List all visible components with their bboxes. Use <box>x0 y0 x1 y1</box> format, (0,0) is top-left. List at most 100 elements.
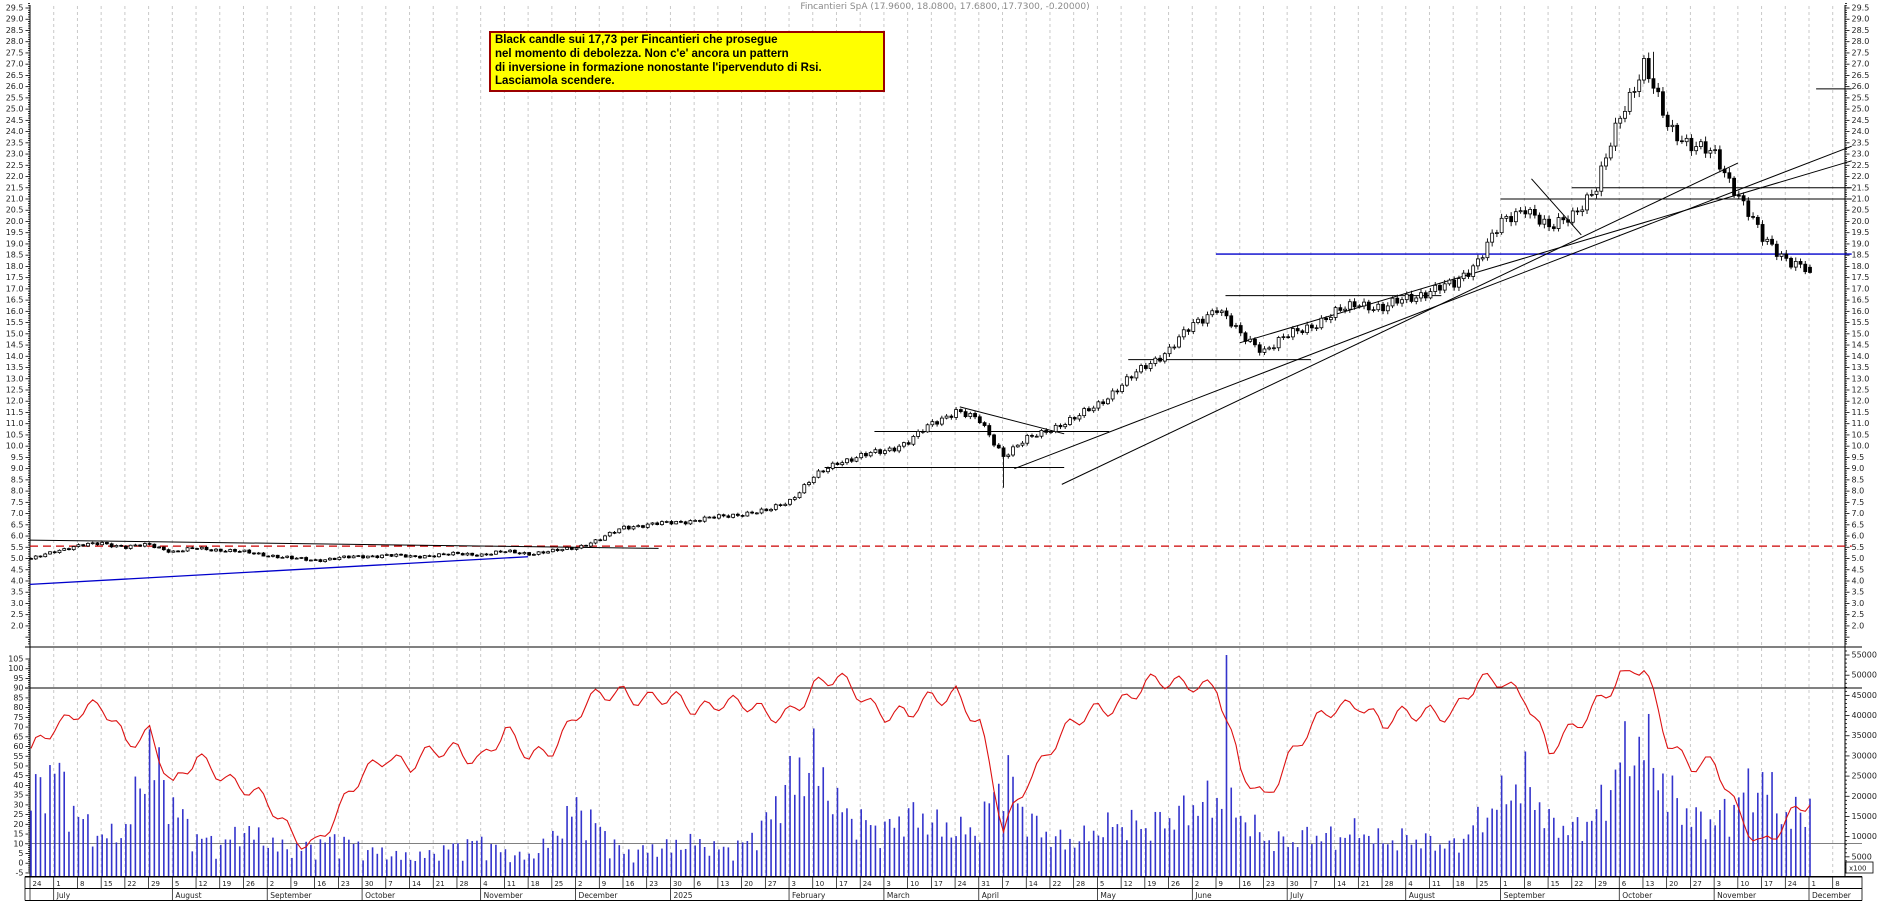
svg-text:12.5: 12.5 <box>1852 385 1870 394</box>
volume-axis-right: 5000 10000 15000 20000 25000 30000 35000 40000 4… <box>1845 651 1877 874</box>
svg-text:10.0: 10.0 <box>6 442 24 451</box>
svg-text:8.0: 8.0 <box>11 487 24 496</box>
svg-text:8: 8 <box>80 880 84 888</box>
svg-text:16: 16 <box>317 880 326 888</box>
svg-text:September: September <box>1504 891 1546 900</box>
svg-text:December: December <box>579 891 619 900</box>
svg-text:5.5: 5.5 <box>1852 543 1865 552</box>
svg-text:23.5: 23.5 <box>6 138 24 147</box>
svg-text:15: 15 <box>13 830 23 839</box>
svg-text:4.5: 4.5 <box>1852 565 1865 574</box>
svg-text:6.5: 6.5 <box>1852 520 1865 529</box>
svg-text:45000: 45000 <box>1852 691 1877 700</box>
svg-text:26.5: 26.5 <box>1852 71 1870 80</box>
svg-text:17: 17 <box>1764 880 1773 888</box>
svg-text:20: 20 <box>1669 880 1678 888</box>
svg-text:22: 22 <box>127 880 136 888</box>
svg-text:20.0: 20.0 <box>1852 217 1870 226</box>
candlesticks <box>29 51 1812 563</box>
svg-text:12: 12 <box>199 880 208 888</box>
svg-text:25.5: 25.5 <box>6 93 24 102</box>
svg-text:35: 35 <box>13 791 23 800</box>
svg-text:21: 21 <box>1361 880 1370 888</box>
svg-text:45: 45 <box>13 771 23 780</box>
svg-text:7.5: 7.5 <box>11 498 24 507</box>
svg-text:15000: 15000 <box>1852 812 1877 821</box>
rsi-axis-left: -505101520253035404550556065707580859095… <box>8 655 30 877</box>
svg-text:17.0: 17.0 <box>1852 284 1870 293</box>
price-levels[interactable] <box>30 88 1852 547</box>
svg-text:29.5: 29.5 <box>6 4 24 13</box>
svg-text:13.0: 13.0 <box>1852 374 1870 383</box>
svg-text:20.5: 20.5 <box>6 206 24 215</box>
svg-text:25.0: 25.0 <box>1852 105 1870 114</box>
svg-text:28: 28 <box>459 880 468 888</box>
svg-text:8.0: 8.0 <box>1852 487 1865 496</box>
svg-text:25.0: 25.0 <box>6 105 24 114</box>
svg-text:22.0: 22.0 <box>1852 172 1870 181</box>
svg-text:7.0: 7.0 <box>1852 509 1865 518</box>
svg-text:21: 21 <box>436 880 445 888</box>
svg-text:35000: 35000 <box>1852 731 1877 740</box>
svg-text:29.0: 29.0 <box>6 15 24 24</box>
svg-text:21.0: 21.0 <box>6 194 24 203</box>
svg-text:10: 10 <box>1740 880 1749 888</box>
svg-text:50: 50 <box>13 761 23 770</box>
svg-text:55000: 55000 <box>1852 651 1877 660</box>
svg-text:55: 55 <box>13 752 23 761</box>
x-axis: 24 1 8 15 22 29 5 12 19 26 2 9 16 23 30 7 14 21 28 4 11 18 25 2… <box>24 876 1863 901</box>
svg-text:4: 4 <box>1408 880 1413 888</box>
svg-text:18: 18 <box>531 880 540 888</box>
svg-text:17: 17 <box>839 880 848 888</box>
svg-text:22.5: 22.5 <box>6 161 24 170</box>
svg-text:October: October <box>365 891 396 900</box>
svg-text:26.0: 26.0 <box>6 82 24 91</box>
svg-text:20: 20 <box>744 880 753 888</box>
svg-text:October: October <box>1622 891 1653 900</box>
svg-text:5.0: 5.0 <box>1852 554 1865 563</box>
svg-text:8.5: 8.5 <box>11 475 24 484</box>
svg-text:-5: -5 <box>16 868 24 877</box>
price-axis-left: 2.0 2.5 3.0 3.5 4.0 4.5 5.0 5.5 6.0 6.5 7.0 7.5 8.0 8… <box>6 3 30 645</box>
svg-text:12: 12 <box>1124 880 1133 888</box>
svg-text:1: 1 <box>1503 880 1507 888</box>
svg-text:0: 0 <box>18 859 23 868</box>
svg-text:12.5: 12.5 <box>6 385 24 394</box>
svg-text:28: 28 <box>1076 880 1085 888</box>
svg-text:3.0: 3.0 <box>11 599 24 608</box>
svg-text:February: February <box>792 891 826 900</box>
svg-text:27: 27 <box>768 880 777 888</box>
svg-text:18.5: 18.5 <box>6 251 24 260</box>
svg-text:13: 13 <box>720 880 729 888</box>
svg-text:3: 3 <box>1717 880 1721 888</box>
svg-text:9: 9 <box>602 880 606 888</box>
svg-text:2.0: 2.0 <box>1852 621 1865 630</box>
svg-text:2: 2 <box>1195 880 1199 888</box>
svg-text:27.0: 27.0 <box>1852 60 1870 69</box>
svg-text:23: 23 <box>1266 880 1275 888</box>
svg-text:March: March <box>887 891 910 900</box>
svg-text:17.5: 17.5 <box>6 273 24 282</box>
svg-text:15.0: 15.0 <box>1852 329 1870 338</box>
trendlines[interactable] <box>29 145 1852 586</box>
svg-text:14.0: 14.0 <box>6 352 24 361</box>
svg-text:29: 29 <box>1598 880 1607 888</box>
svg-text:25.5: 25.5 <box>1852 93 1870 102</box>
svg-text:23.0: 23.0 <box>1852 150 1870 159</box>
svg-text:13.5: 13.5 <box>1852 363 1870 372</box>
svg-text:90: 90 <box>13 684 23 693</box>
svg-text:9.5: 9.5 <box>1852 453 1865 462</box>
svg-text:26.0: 26.0 <box>1852 82 1870 91</box>
svg-text:15.5: 15.5 <box>6 318 24 327</box>
annotation-note[interactable]: Black candle sui 17,73 per Fincantieri c… <box>489 31 885 93</box>
svg-text:17.0: 17.0 <box>6 284 24 293</box>
svg-text:14: 14 <box>1029 880 1038 888</box>
svg-text:30: 30 <box>365 880 374 888</box>
svg-text:3.0: 3.0 <box>1852 599 1865 608</box>
svg-text:6.0: 6.0 <box>11 532 24 541</box>
svg-text:18: 18 <box>1456 880 1465 888</box>
svg-text:2: 2 <box>578 880 582 888</box>
svg-text:12.0: 12.0 <box>1852 397 1870 406</box>
svg-text:3.5: 3.5 <box>1852 588 1865 597</box>
